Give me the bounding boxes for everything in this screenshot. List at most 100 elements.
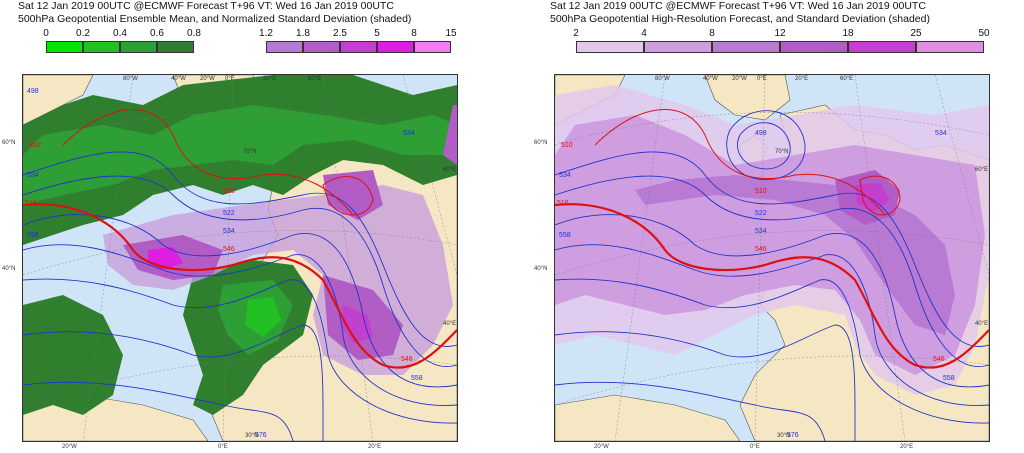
left-lon-top-0: 80°W [123,76,138,82]
right-right-60e: 60°E [975,167,988,173]
left-lon-bottom-1: 0°E [218,444,228,450]
right-lon-top-3: 0°E [757,76,767,82]
left-clabel-546b: 546 [401,356,413,363]
right-lon-top-6: 60°E [840,76,853,82]
right-right-40e: 40°E [975,321,988,327]
left-green-label-2: 0.4 [113,28,127,39]
right-lon-bottom-0: 20°W [594,444,609,450]
right-clabel-546: 546 [755,246,767,253]
right-title-line-1: Sat 12 Jan 2019 00UTC @ECMWF Forecast T+… [550,0,926,12]
left-purple-label-0: 1.2 [259,28,273,39]
left-lon-bottom-2: 20°E [368,444,382,450]
left-graticule [23,75,457,441]
left-lon-top-1: 40°W [171,76,186,82]
right-purple-swatch-4 [848,41,916,53]
left-green-swatch-2 [120,41,157,53]
left-clabel-576: 576 [255,432,267,439]
left-green-swatch-1 [83,41,120,53]
right-clabel-534: 534 [559,172,571,179]
right-clabel-546b: 546 [933,356,945,363]
right-purple-swatch-1 [644,41,712,53]
right-lat-40n: 40°N [534,266,548,272]
left-purple-label-1: 1.8 [296,28,310,39]
right-inner-30n: 30°N [777,433,790,439]
right-clabel-534c: 534 [935,130,947,137]
left-clabel-558: 558 [27,232,39,239]
ensemble-mean-panel: Sat 12 Jan 2019 00UTC @ECMWF Forecast T+… [2,0,478,453]
left-clabel-558b: 558 [411,375,423,382]
right-inner-70n: 70°N [775,149,788,155]
left-lat-60n: 60°N [2,140,16,146]
right-lon-top-2: 20°W [732,76,747,82]
left-green-label-1: 0.2 [76,28,90,39]
left-clabel-516: 516 [25,200,37,207]
right-lon-bottom-1: 0°E [750,444,760,450]
left-purple-label-4: 8 [411,28,417,39]
left-title-line-2: 500hPa Geopotential Ensemble Mean, and N… [18,12,412,25]
right-clabel-558b: 558 [943,375,955,382]
left-purple-swatch-1 [303,41,340,53]
left-purple-colorbar: 1.2 1.8 2.5 5 8 15 [259,28,457,64]
right-clabel-510b: 510 [755,188,767,195]
left-purple-label-3: 5 [374,28,380,39]
right-lon-bottom-2: 20°E [900,444,914,450]
right-clabel-534b: 534 [755,228,767,235]
right-purple-colorbar: 2 4 8 12 18 25 50 [573,28,990,64]
left-clabel-510b: 510 [223,188,235,195]
right-lon-top-1: 40°W [703,76,718,82]
left-clabel-534: 534 [27,172,39,179]
left-clabel-510: 510 [29,142,41,149]
right-red-contours [555,109,989,369]
right-clabel-510: 510 [561,142,573,149]
right-grid-labels: 80°W 40°W 20°W 0°E 20°E 60°E 70°N 30°N 6… [655,76,988,439]
left-green-colorbar: 0 0.2 0.4 0.6 0.8 [43,28,218,64]
left-purple-swatch-2 [340,41,377,53]
right-lat-60n: 60°N [534,140,548,146]
left-lat-40n: 40°N [2,266,16,272]
left-inner-30n: 30°N [245,433,258,439]
left-lon-top-3: 0°E [225,76,235,82]
left-clabel-498: 498 [27,88,39,95]
left-red-contours [23,109,457,369]
right-map: 498 510 510 516 522 534 534 546 546 558 … [554,74,990,442]
left-lon-top-4: 20°E [263,76,276,82]
left-green-label-0: 0 [43,28,49,39]
left-lon-top-2: 20°W [200,76,215,82]
left-purple-swatch-3 [377,41,414,53]
left-purple-swatch-0 [266,41,303,53]
left-blue-contours [23,151,457,441]
right-purple-label-6: 50 [978,28,990,39]
left-map-svg: 510 510 516 522 534 534 546 546 558 558 … [23,75,457,441]
right-title-line-2: 500hPa Geopotential High-Resolution Fore… [550,12,930,25]
right-purple-shading [555,85,989,395]
left-title-line-1: Sat 12 Jan 2019 00UTC @ECMWF Forecast T+… [18,0,394,12]
left-clabel-534b: 534 [223,228,235,235]
left-clabel-522: 522 [223,210,235,217]
left-right-60e: 60°E [443,167,456,173]
left-purple-label-2: 2.5 [333,28,347,39]
left-purple-swatch-4 [414,41,451,53]
left-green-label-3: 0.6 [150,28,164,39]
right-purple-swatch-2 [712,41,780,53]
right-purple-label-3: 12 [774,28,786,39]
right-graticule [555,75,989,441]
left-green-label-4: 0.8 [187,28,201,39]
right-blue-contours [555,110,989,441]
right-clabel-522: 522 [755,210,767,217]
left-map: 510 510 516 522 534 534 546 546 558 558 … [22,74,458,442]
left-right-40e: 40°E [443,321,456,327]
left-green-swatch-0 [46,41,83,53]
right-map-svg: 498 510 510 516 522 534 534 546 546 558 … [555,75,989,441]
right-purple-swatch-5 [916,41,984,53]
left-green-swatch-3 [157,41,194,53]
right-clabel-498: 498 [755,130,767,137]
right-contour-labels: 498 510 510 516 522 534 534 546 546 558 … [557,130,955,439]
left-purple-label-5: 15 [445,28,457,39]
right-purple-label-1: 4 [641,28,647,39]
right-purple-swatch-0 [576,41,644,53]
left-inner-70n: 70°N [243,149,256,155]
right-purple-label-4: 18 [842,28,854,39]
left-lon-top-6: 60°E [308,76,321,82]
left-clabel-546: 546 [223,246,235,253]
right-clabel-576: 576 [787,432,799,439]
